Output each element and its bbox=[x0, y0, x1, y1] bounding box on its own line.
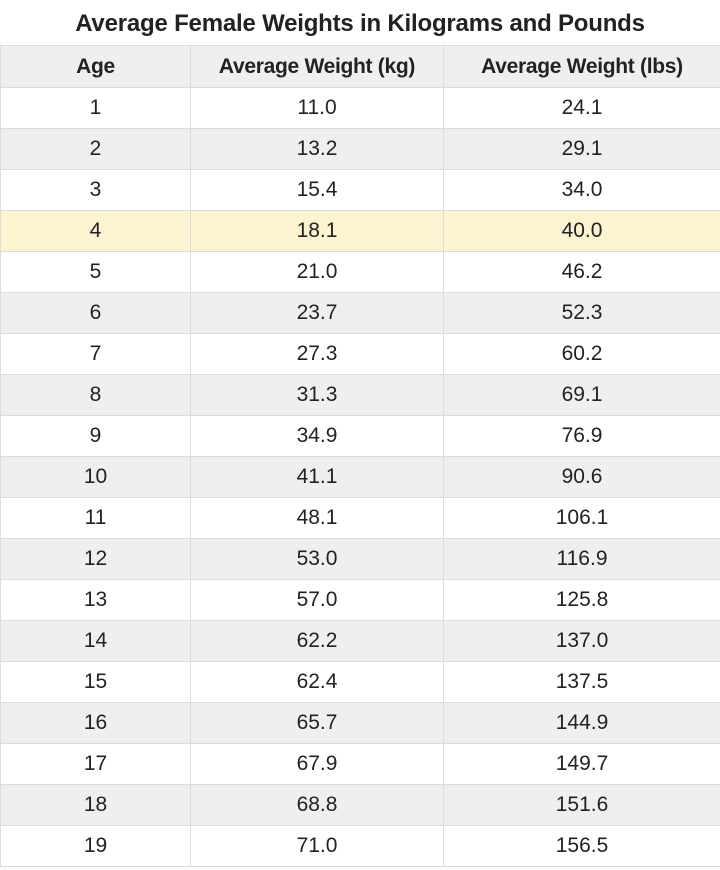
cell-age: 8 bbox=[0, 374, 191, 416]
cell-weight-lbs: 40.0 bbox=[443, 210, 720, 252]
cell-weight-lbs: 149.7 bbox=[443, 743, 720, 785]
cell-weight-kg: 13.2 bbox=[190, 128, 444, 170]
cell-weight-kg: 11.0 bbox=[190, 87, 444, 129]
cell-weight-lbs: 69.1 bbox=[443, 374, 720, 416]
table-row: 2 13.2 29.1 bbox=[0, 128, 720, 170]
cell-weight-kg: 18.1 bbox=[190, 210, 444, 252]
table-row: 10 41.1 90.6 bbox=[0, 456, 720, 498]
cell-age: 10 bbox=[0, 456, 191, 498]
cell-weight-kg: 23.7 bbox=[190, 292, 444, 334]
cell-weight-lbs: 156.5 bbox=[443, 825, 720, 867]
cell-weight-kg: 65.7 bbox=[190, 702, 444, 744]
cell-weight-lbs: 34.0 bbox=[443, 169, 720, 211]
header-weight-lbs: Average Weight (lbs) bbox=[443, 45, 720, 88]
cell-age: 11 bbox=[0, 497, 191, 539]
table-row: 11 48.1 106.1 bbox=[0, 497, 720, 539]
cell-age: 2 bbox=[0, 128, 191, 170]
cell-weight-lbs: 90.6 bbox=[443, 456, 720, 498]
cell-weight-kg: 41.1 bbox=[190, 456, 444, 498]
cell-age: 19 bbox=[0, 825, 191, 867]
cell-weight-kg: 27.3 bbox=[190, 333, 444, 375]
cell-weight-lbs: 52.3 bbox=[443, 292, 720, 334]
table-row: 12 53.0 116.9 bbox=[0, 538, 720, 580]
cell-age: 5 bbox=[0, 251, 191, 293]
cell-weight-kg: 71.0 bbox=[190, 825, 444, 867]
cell-weight-lbs: 125.8 bbox=[443, 579, 720, 621]
cell-weight-kg: 62.2 bbox=[190, 620, 444, 662]
cell-age: 1 bbox=[0, 87, 191, 129]
cell-weight-lbs: 76.9 bbox=[443, 415, 720, 457]
cell-weight-kg: 34.9 bbox=[190, 415, 444, 457]
cell-age: 7 bbox=[0, 333, 191, 375]
weights-table: Age Average Weight (kg) Average Weight (… bbox=[0, 45, 720, 867]
header-age: Age bbox=[0, 45, 191, 88]
cell-weight-kg: 68.8 bbox=[190, 784, 444, 826]
cell-weight-lbs: 106.1 bbox=[443, 497, 720, 539]
cell-weight-kg: 67.9 bbox=[190, 743, 444, 785]
cell-weight-kg: 31.3 bbox=[190, 374, 444, 416]
table-row: 14 62.2 137.0 bbox=[0, 620, 720, 662]
cell-weight-kg: 48.1 bbox=[190, 497, 444, 539]
cell-age: 16 bbox=[0, 702, 191, 744]
table-row: 1 11.0 24.1 bbox=[0, 87, 720, 129]
table-row: 15 62.4 137.5 bbox=[0, 661, 720, 703]
cell-age: 9 bbox=[0, 415, 191, 457]
table-title: Average Female Weights in Kilograms and … bbox=[0, 0, 720, 45]
cell-age: 3 bbox=[0, 169, 191, 211]
header-row: Age Average Weight (kg) Average Weight (… bbox=[0, 45, 720, 88]
cell-age: 18 bbox=[0, 784, 191, 826]
table-row: 4 18.1 40.0 bbox=[0, 210, 720, 252]
table-row: 8 31.3 69.1 bbox=[0, 374, 720, 416]
cell-age: 14 bbox=[0, 620, 191, 662]
cell-weight-kg: 15.4 bbox=[190, 169, 444, 211]
cell-weight-kg: 62.4 bbox=[190, 661, 444, 703]
cell-age: 4 bbox=[0, 210, 191, 252]
cell-age: 12 bbox=[0, 538, 191, 580]
cell-weight-kg: 21.0 bbox=[190, 251, 444, 293]
header-weight-kg: Average Weight (kg) bbox=[190, 45, 444, 88]
table-row: 3 15.4 34.0 bbox=[0, 169, 720, 211]
cell-weight-kg: 57.0 bbox=[190, 579, 444, 621]
cell-age: 17 bbox=[0, 743, 191, 785]
cell-age: 6 bbox=[0, 292, 191, 334]
table-row: 17 67.9 149.7 bbox=[0, 743, 720, 785]
table-row: 19 71.0 156.5 bbox=[0, 825, 720, 867]
table-row: 18 68.8 151.6 bbox=[0, 784, 720, 826]
cell-weight-lbs: 24.1 bbox=[443, 87, 720, 129]
cell-weight-lbs: 116.9 bbox=[443, 538, 720, 580]
cell-weight-lbs: 46.2 bbox=[443, 251, 720, 293]
cell-age: 13 bbox=[0, 579, 191, 621]
cell-weight-kg: 53.0 bbox=[190, 538, 444, 580]
cell-weight-lbs: 151.6 bbox=[443, 784, 720, 826]
cell-age: 15 bbox=[0, 661, 191, 703]
cell-weight-lbs: 137.5 bbox=[443, 661, 720, 703]
table-row: 6 23.7 52.3 bbox=[0, 292, 720, 334]
cell-weight-lbs: 137.0 bbox=[443, 620, 720, 662]
cell-weight-lbs: 60.2 bbox=[443, 333, 720, 375]
cell-weight-lbs: 144.9 bbox=[443, 702, 720, 744]
table-row: 9 34.9 76.9 bbox=[0, 415, 720, 457]
table-row: 16 65.7 144.9 bbox=[0, 702, 720, 744]
table-row: 13 57.0 125.8 bbox=[0, 579, 720, 621]
table-row: 7 27.3 60.2 bbox=[0, 333, 720, 375]
cell-weight-lbs: 29.1 bbox=[443, 128, 720, 170]
table-row: 5 21.0 46.2 bbox=[0, 251, 720, 293]
